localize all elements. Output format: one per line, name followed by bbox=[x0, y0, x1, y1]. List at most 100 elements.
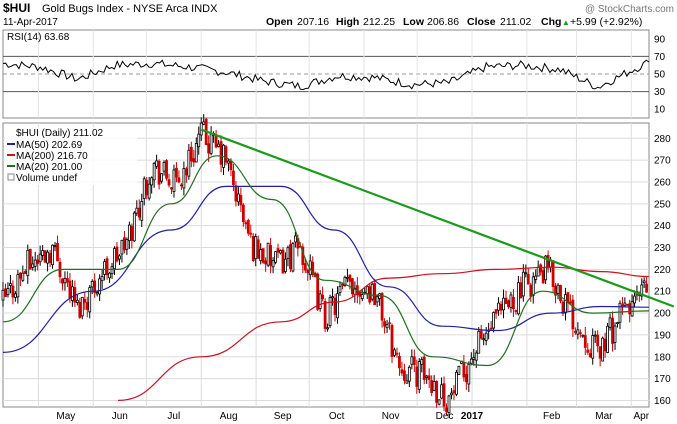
price-candle-body bbox=[182, 168, 186, 189]
price-candle-body bbox=[497, 302, 500, 311]
high-value: 212.25 bbox=[363, 16, 395, 28]
price-candle-body bbox=[546, 255, 550, 269]
price-candle-body bbox=[303, 263, 307, 271]
price-candle-body bbox=[606, 325, 609, 353]
price-candle-body bbox=[66, 278, 69, 283]
price-candle-body bbox=[232, 170, 235, 186]
price-candle-body bbox=[581, 334, 585, 337]
price-candle-body bbox=[544, 255, 548, 281]
price-candle-body bbox=[526, 273, 530, 285]
low-value: 206.86 bbox=[427, 16, 459, 28]
price-candle-body bbox=[56, 242, 59, 262]
price-candle-body bbox=[63, 277, 67, 284]
price-candle-body bbox=[36, 259, 40, 264]
price-candle-body bbox=[53, 245, 57, 248]
price-candle-body bbox=[596, 334, 600, 347]
price-candle-body bbox=[194, 143, 198, 163]
price-candle-body bbox=[175, 167, 178, 178]
price-candle-body bbox=[80, 297, 84, 317]
price-candle-body bbox=[383, 321, 386, 327]
price-candle-body bbox=[628, 303, 632, 315]
x-tick-label: Mar bbox=[595, 411, 613, 422]
price-candle-body bbox=[534, 275, 538, 280]
price-candle-body bbox=[264, 260, 268, 265]
low-label: Low bbox=[403, 16, 425, 28]
price-candle-body bbox=[167, 179, 171, 186]
price-candle-body bbox=[276, 248, 280, 253]
price-candle-body bbox=[130, 226, 134, 241]
x-tick-label: Jun bbox=[112, 411, 128, 422]
price-candle-body bbox=[189, 146, 193, 162]
price-candle-body bbox=[177, 177, 181, 183]
price-candle-body bbox=[514, 310, 518, 312]
price-candle-body bbox=[430, 380, 434, 393]
price-candle-body bbox=[516, 282, 520, 315]
high-label: High bbox=[336, 16, 359, 28]
price-candle-body bbox=[365, 285, 369, 295]
price-candle-body bbox=[135, 207, 139, 214]
price-candle-body bbox=[142, 178, 146, 199]
price-candle-body bbox=[170, 187, 173, 190]
price-tick-label: 270 bbox=[654, 156, 671, 167]
ma20-line bbox=[2, 155, 650, 367]
price-candle-body bbox=[539, 264, 543, 273]
price-candle-body bbox=[259, 249, 263, 261]
x-tick-label: Jul bbox=[167, 411, 180, 422]
price-candle-body bbox=[360, 294, 364, 300]
price-candle-body bbox=[625, 304, 629, 306]
legend-ma200: MA(200) 216.70 bbox=[16, 151, 88, 162]
price-candle-body bbox=[336, 293, 339, 319]
price-candle-body bbox=[576, 329, 580, 335]
price-candle-body bbox=[541, 270, 545, 284]
price-candle-body bbox=[90, 281, 94, 288]
price-candle-body bbox=[492, 312, 496, 329]
price-candle-body bbox=[256, 239, 260, 259]
price-candle-body bbox=[271, 260, 275, 268]
trendline bbox=[200, 128, 675, 308]
price-candle-body bbox=[611, 317, 614, 344]
price-candle-body bbox=[640, 284, 644, 297]
price-candle-body bbox=[442, 383, 446, 407]
price-tick-label: 190 bbox=[654, 330, 671, 341]
price-candle-body bbox=[219, 141, 223, 165]
price-candle-body bbox=[521, 271, 525, 297]
price-candle-body bbox=[306, 269, 310, 274]
price-tick-label: 180 bbox=[654, 352, 671, 363]
price-candle-body bbox=[48, 252, 52, 264]
price-candle-body bbox=[467, 363, 471, 385]
price-tick-label: 220 bbox=[654, 265, 671, 276]
price-candle-body bbox=[437, 399, 441, 405]
legend-ma20: MA(20) 201.00 bbox=[16, 162, 83, 173]
price-candle-body bbox=[415, 366, 419, 387]
price-tick-label: 260 bbox=[654, 177, 671, 188]
x-tick-label: Apr bbox=[634, 411, 650, 422]
price-candle-body bbox=[569, 301, 572, 304]
price-candle-body bbox=[554, 285, 557, 296]
x-tick-label: Feb bbox=[543, 411, 561, 422]
price-candle-body bbox=[217, 143, 220, 147]
price-candle-body bbox=[536, 266, 540, 277]
price-candle-body bbox=[127, 224, 131, 241]
price-candle-body bbox=[321, 294, 325, 300]
price-candle-body bbox=[422, 356, 426, 380]
price-candle-body bbox=[551, 260, 555, 287]
price-candle-body bbox=[346, 276, 349, 279]
price-candle-body bbox=[477, 330, 481, 354]
price-candle-body bbox=[78, 301, 82, 318]
price-candle-body bbox=[593, 334, 597, 337]
price-candle-body bbox=[115, 246, 119, 262]
price-candle-body bbox=[234, 185, 238, 202]
price-candle-body bbox=[410, 356, 414, 365]
price-candle-body bbox=[608, 317, 612, 328]
price-candle-body bbox=[564, 294, 567, 314]
legend-volume: Volume undef bbox=[16, 173, 77, 184]
price-candle-body bbox=[38, 253, 42, 263]
price-candle-body bbox=[207, 143, 211, 154]
price-candle-body bbox=[400, 369, 404, 374]
price-candle-body bbox=[13, 293, 17, 298]
price-candle-body bbox=[380, 293, 384, 321]
price-candle-body bbox=[46, 251, 50, 264]
price-candle-body bbox=[479, 330, 483, 339]
price-candle-body bbox=[145, 180, 149, 196]
chart-date: 11-Apr-2017 bbox=[3, 17, 58, 28]
